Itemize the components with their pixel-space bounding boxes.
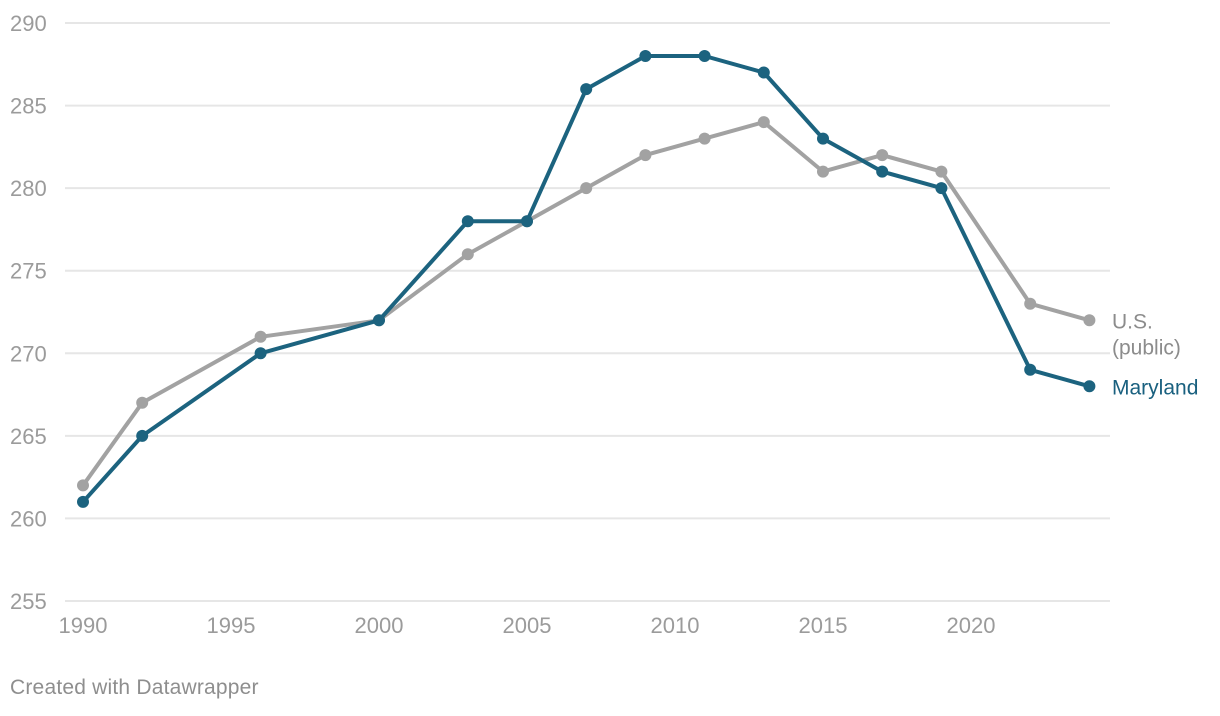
x-tick-label: 2015 bbox=[799, 613, 848, 638]
data-point-maryland bbox=[1083, 380, 1096, 393]
y-tick-label: 280 bbox=[10, 176, 47, 201]
data-point-u-s-public bbox=[1024, 297, 1037, 310]
y-tick-label: 260 bbox=[10, 506, 47, 531]
data-point-u-s-public bbox=[757, 116, 770, 129]
data-point-maryland bbox=[1024, 363, 1037, 376]
y-tick-label: 270 bbox=[10, 341, 47, 366]
data-point-maryland bbox=[876, 165, 889, 178]
y-tick-label: 265 bbox=[10, 424, 47, 449]
x-tick-label: 2005 bbox=[503, 613, 552, 638]
data-point-u-s-public bbox=[461, 248, 474, 261]
data-point-u-s-public bbox=[580, 182, 593, 195]
x-tick-label: 2000 bbox=[355, 613, 404, 638]
data-point-maryland bbox=[254, 347, 267, 360]
data-point-u-s-public bbox=[935, 165, 948, 178]
data-point-maryland bbox=[698, 50, 711, 62]
x-tick-label: 1990 bbox=[59, 613, 108, 638]
data-point-maryland bbox=[580, 83, 593, 96]
data-point-u-s-public bbox=[639, 149, 652, 162]
x-tick-label: 2010 bbox=[651, 613, 700, 638]
data-point-maryland bbox=[521, 215, 533, 228]
datawrapper-credit-link[interactable]: Created with Datawrapper bbox=[10, 676, 259, 699]
series-end-label-u-s-public: (public) bbox=[1112, 336, 1181, 359]
data-point-maryland bbox=[461, 215, 474, 228]
data-point-maryland bbox=[935, 182, 948, 195]
series-end-label-u-s-public: U.S. bbox=[1112, 310, 1153, 333]
data-point-maryland bbox=[77, 495, 89, 508]
data-point-u-s-public bbox=[876, 149, 889, 162]
y-tick-label: 285 bbox=[10, 94, 47, 119]
data-point-maryland bbox=[373, 314, 385, 327]
data-point-u-s-public bbox=[1083, 314, 1096, 327]
data-point-maryland bbox=[639, 50, 652, 62]
y-tick-label: 275 bbox=[10, 259, 47, 284]
y-tick-label: 255 bbox=[10, 589, 47, 614]
series-end-label-maryland: Maryland bbox=[1112, 376, 1198, 399]
data-point-u-s-public bbox=[77, 479, 89, 492]
data-point-maryland bbox=[757, 66, 770, 79]
y-tick-label: 290 bbox=[10, 11, 47, 36]
x-tick-label: 1995 bbox=[207, 613, 256, 638]
data-point-u-s-public bbox=[817, 165, 829, 178]
data-point-maryland bbox=[136, 429, 149, 442]
x-tick-label: 2020 bbox=[947, 613, 996, 638]
data-point-u-s-public bbox=[254, 330, 267, 343]
data-point-u-s-public bbox=[698, 132, 711, 145]
data-point-maryland bbox=[817, 132, 829, 145]
data-point-u-s-public bbox=[136, 396, 149, 409]
